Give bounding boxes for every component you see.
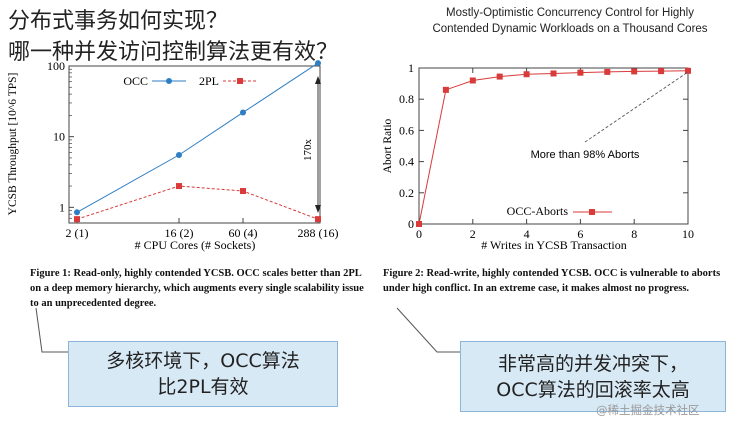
chart2-point-occ-aborts xyxy=(496,73,503,80)
callout-occ-multicore: 多核环境下，OCC算法 比2PL有效 xyxy=(68,341,338,407)
chart1-xtick-label: 288 (16) xyxy=(298,226,339,240)
callout-occ-aborts: 非常高的并发冲突下， OCC算法的回滚率太高 xyxy=(460,341,726,412)
callout1-line1: 多核环境下，OCC算法 xyxy=(106,350,300,372)
callout2-line2: OCC算法的回滚率太高 xyxy=(496,378,690,401)
legend-occ-aborts-label: OCC-Aborts xyxy=(507,204,569,218)
ratio-arrow-head-up xyxy=(315,76,321,84)
chart2-ytick-label: 1 xyxy=(408,61,414,75)
chart2-point-occ-aborts xyxy=(442,86,449,93)
slide-title: 分布式事务如何实现？ 哪一种并发访问控制算法更有效？ xyxy=(8,6,388,68)
chart2-xtick-label: 0 xyxy=(416,227,422,241)
chart2-ytick-label: 0.8 xyxy=(399,92,414,106)
callout1-pointer xyxy=(35,307,68,353)
legend-2pl-marker xyxy=(237,78,243,84)
figure2-caption: Figure 2: Read-write, highly contended Y… xyxy=(383,268,721,294)
chart2-point-occ-aborts xyxy=(604,68,611,75)
chart1-point-occ xyxy=(74,209,80,216)
chart2-ylabel: Abort Ratio xyxy=(382,118,394,173)
chart2-xtick-label: 2 xyxy=(470,227,476,241)
chart1-point-2pl xyxy=(240,188,246,195)
chart2-ytick-label: 0 xyxy=(408,217,414,231)
chart2-xtick-label: 10 xyxy=(682,227,694,241)
ratio-arrow-head-down xyxy=(315,205,321,213)
chart1-point-2pl xyxy=(176,183,182,190)
chart2-ytick-label: 0.4 xyxy=(399,155,414,169)
chart2-point-occ-aborts xyxy=(550,70,557,77)
chart1-line-2pl xyxy=(76,185,319,220)
chart2-point-occ-aborts xyxy=(658,68,665,75)
abort-annotation: More than 98% Aborts xyxy=(531,149,640,161)
slide-title-line1: 分布式事务如何实现？ xyxy=(8,9,229,34)
chart1-line-occ xyxy=(76,62,319,213)
callout1-line2: 比2PL有效 xyxy=(157,376,249,398)
legend-2pl-label: 2PL xyxy=(199,74,219,88)
chart2-point-occ-aborts xyxy=(469,77,476,84)
slide-title-line2: 哪一种并发访问控制算法更有效？ xyxy=(8,40,339,65)
abort-ratio-chart: 00.20.40.60.810 2 4 6 8 10 More than 98% Abor… xyxy=(382,61,694,252)
chart2-point-occ-aborts xyxy=(685,67,691,74)
watermark: @稀土掘金技术社区 xyxy=(596,403,700,417)
chart1-point-occ xyxy=(176,152,182,159)
chart1-xtick-label: 60 (4) xyxy=(229,226,258,240)
chart2-xlabel: # Writes in YCSB Transaction xyxy=(481,238,627,252)
chart2-frame xyxy=(418,67,689,225)
chart1-point-2pl xyxy=(74,216,80,223)
chart1-point-2pl xyxy=(315,216,321,223)
chart1-ytick-label: 100 xyxy=(47,59,65,73)
figure1-caption: Figure 1: Read-only, highly contended YC… xyxy=(30,268,364,309)
chart1-xtick-label: 16 (2) xyxy=(165,226,194,240)
legend-occ-aborts-marker xyxy=(589,209,595,215)
chart1-xtick-label: 2 (1) xyxy=(66,226,89,240)
chart1-frame xyxy=(68,65,321,224)
chart1-ylabel: YCSB Throughput [10^6 TPS] xyxy=(7,73,19,216)
chart1-xlabel: # CPU Cores (# Sockets) xyxy=(135,238,256,252)
abort-annotation-leader xyxy=(584,71,689,143)
chart1-ytick-label: 1 xyxy=(59,200,65,214)
ratio-annotation: 170x xyxy=(302,139,314,162)
callout2-pointer xyxy=(396,307,460,353)
chart2-ytick-label: 0.2 xyxy=(399,186,414,200)
legend-occ-label: OCC xyxy=(123,74,148,88)
callout2-line1: 非常高的并发冲突下， xyxy=(497,352,688,375)
chart1-point-occ xyxy=(315,60,321,67)
chart2-xtick-label: 4 xyxy=(524,227,530,241)
chart2-ytick-label: 0.6 xyxy=(399,123,414,137)
legend-occ-marker xyxy=(166,78,172,84)
chart2-point-occ-aborts xyxy=(631,68,638,75)
chart2-xtick-label: 6 xyxy=(577,227,583,241)
chart1-point-occ xyxy=(240,109,246,116)
paper-title: Mostly-Optimistic Concurrency Control fo… xyxy=(432,7,708,35)
chart2-point-occ-aborts xyxy=(523,71,530,78)
chart1-ytick-label: 10 xyxy=(53,130,65,144)
chart2-xtick-label: 8 xyxy=(631,227,637,241)
chart2-point-occ-aborts xyxy=(577,69,584,76)
chart2-point-occ-aborts xyxy=(416,221,422,227)
